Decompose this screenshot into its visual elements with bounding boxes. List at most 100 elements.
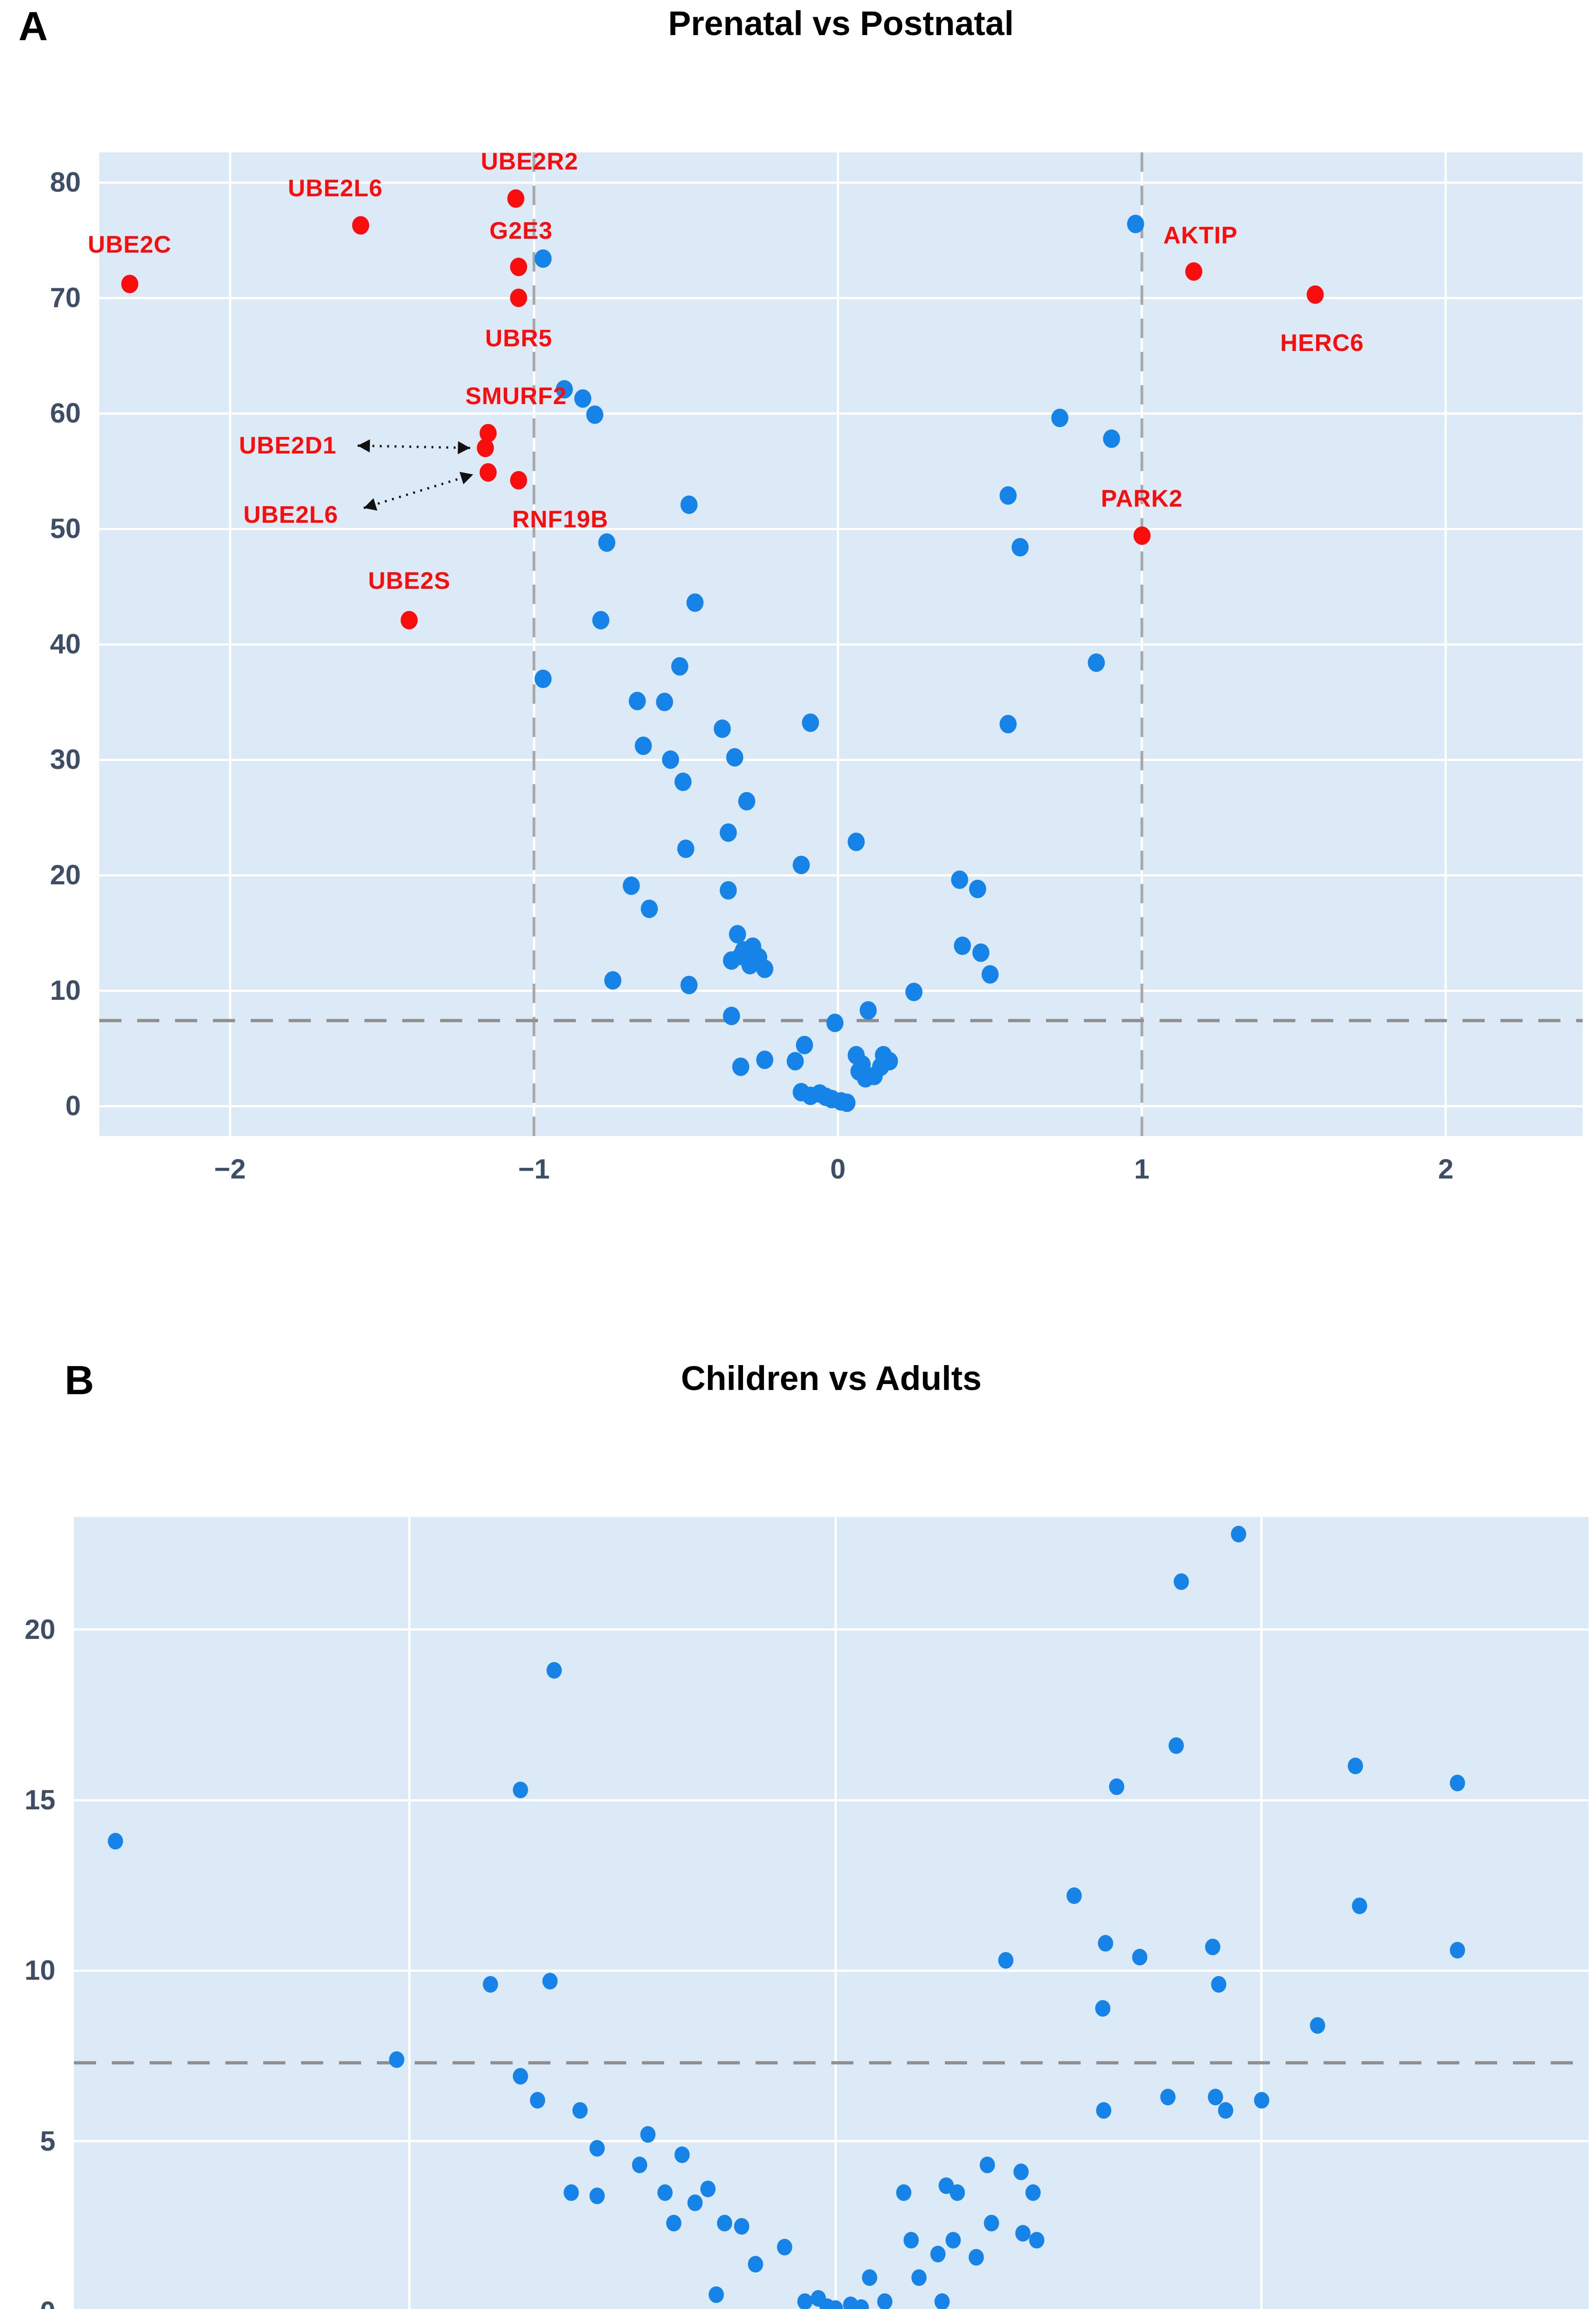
panel-a-title: Prenatal vs Postnatal: [668, 4, 1014, 42]
data-point: [700, 2181, 715, 2198]
data-point: [1205, 1938, 1221, 1955]
y-tick-label: 10: [50, 975, 81, 1006]
data-point: [826, 1014, 844, 1032]
data-point: [1231, 1525, 1246, 1542]
data-point: [756, 959, 774, 978]
data-point: [999, 714, 1017, 733]
data-point: [1254, 2092, 1270, 2109]
data-point: [574, 389, 592, 408]
gene-label-UBE2L6: UBE2L6: [243, 502, 339, 528]
data-point: [389, 2051, 405, 2068]
gridline-horizontal: [99, 758, 1583, 761]
y-tick-label: 50: [50, 513, 81, 544]
gridline-horizontal: [99, 643, 1583, 646]
data-point: [1450, 1775, 1465, 1792]
data-point: [748, 2255, 763, 2273]
data-point: [969, 880, 986, 898]
dashed-lines-overlay: [74, 2061, 1589, 2065]
data-point: [954, 936, 971, 955]
gene-label-G2E3: G2E3: [489, 217, 553, 244]
data-point: [1013, 2164, 1029, 2181]
data-point: [738, 792, 756, 810]
data-point: [911, 2269, 927, 2286]
data-point: [1096, 2102, 1112, 2119]
gridline-horizontal: [99, 874, 1583, 876]
data-point: [656, 693, 673, 711]
data-point: [853, 2299, 869, 2309]
data-point: [1066, 1887, 1082, 1904]
data-point: [732, 1058, 750, 1076]
data-point: [838, 1093, 856, 1112]
data-point: [534, 249, 552, 268]
data-point: [1051, 409, 1069, 427]
data-point: [1450, 1942, 1465, 1959]
data-point: [572, 2102, 588, 2119]
data-point: [483, 1976, 498, 1993]
data-point: [1211, 1976, 1227, 1993]
x-tick-label: 0: [830, 1154, 846, 1185]
data-point: [847, 832, 865, 851]
y-tick-label: 15: [24, 1784, 55, 1816]
data-point: [859, 1001, 877, 1020]
data-point: [604, 971, 622, 990]
data-point: [680, 495, 698, 514]
data-point: [589, 2187, 605, 2204]
data-point: [741, 956, 759, 974]
gridline-vertical: [408, 1517, 411, 2309]
data-point: [949, 2184, 965, 2201]
data-point: [881, 1052, 898, 1070]
data-point: [979, 2157, 995, 2174]
annotation-arrow-line: [357, 444, 471, 449]
gridline-horizontal: [99, 296, 1583, 299]
gene-label-AKTIP: AKTIP: [1163, 222, 1238, 249]
data-point: [984, 2215, 999, 2232]
annotation-arrowhead: [357, 439, 370, 453]
data-point: [734, 2218, 750, 2235]
gridline-horizontal: [99, 412, 1583, 415]
data-point: [756, 1051, 774, 1069]
data-point: [686, 593, 704, 612]
gene-label-RNF19B: RNF19B: [512, 506, 609, 533]
data-point: [680, 975, 698, 994]
y-tick-label: 20: [50, 859, 81, 890]
panel-a-volcano-plot: UBE2D1 UBE2L6 UBE2C UBE2L6 UBE2R2 G2E3 UBR5 SMU…: [50, 148, 1583, 1183]
data-point: [905, 982, 923, 1001]
data-point: [556, 380, 573, 399]
data-point: [513, 1781, 528, 1798]
data-point: [723, 1007, 740, 1025]
data-point: [719, 881, 737, 900]
y-tick-label: 20: [24, 1614, 55, 1645]
data-point-significant: [1306, 285, 1324, 304]
data-point: [657, 2184, 673, 2201]
gridline-horizontal: [74, 2140, 1589, 2143]
data-point: [713, 719, 731, 738]
x-tick-label: −2: [214, 1154, 246, 1185]
gene-label-UBE2D1: UBE2D1: [239, 432, 337, 459]
annotation-arrow-line: [363, 473, 474, 509]
data-point: [708, 2286, 724, 2303]
y-tick-label: 40: [50, 629, 81, 659]
data-point-significant: [1133, 526, 1151, 545]
data-point: [674, 772, 692, 791]
gridline-vertical: [1260, 1517, 1263, 2309]
data-point-significant: [477, 439, 494, 457]
data-point-significant: [510, 257, 527, 276]
data-point: [641, 899, 658, 918]
data-point: [530, 2092, 545, 2109]
panel-a-letter: A: [18, 3, 48, 49]
data-point: [546, 1662, 562, 1679]
data-point: [1109, 1778, 1124, 1795]
annotation-arrowhead: [458, 441, 470, 454]
data-point: [629, 691, 646, 710]
gene-label-PARK2: PARK2: [1100, 485, 1183, 512]
y-tick-label: 70: [50, 282, 81, 313]
gridline-horizontal: [99, 527, 1583, 530]
data-point: [598, 533, 616, 552]
data-point: [865, 1067, 883, 1085]
data-point: [563, 2184, 579, 2201]
data-point: [877, 2293, 893, 2309]
data-point: [1168, 1737, 1184, 1754]
data-point: [896, 2184, 912, 2201]
data-point: [1025, 2184, 1041, 2201]
